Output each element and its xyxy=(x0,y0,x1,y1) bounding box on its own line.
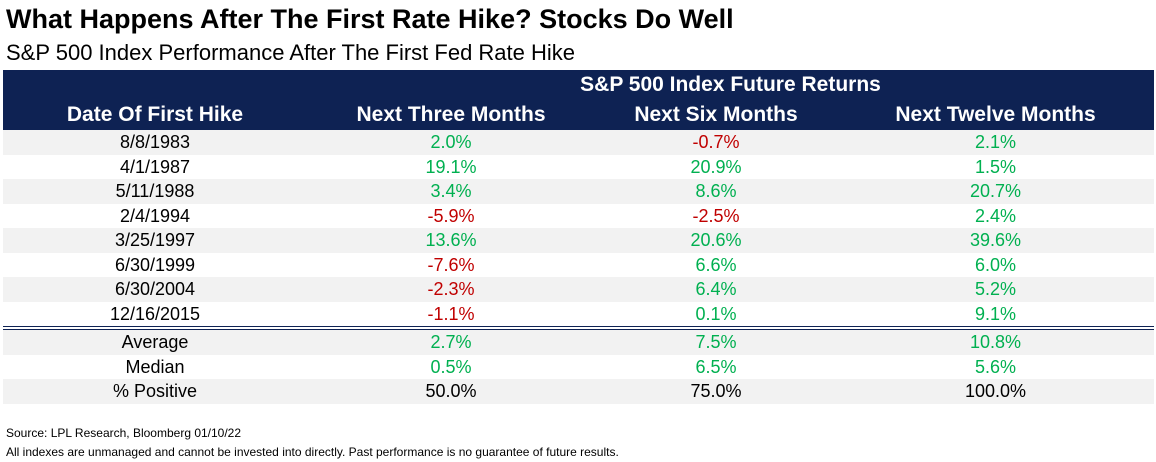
source-note: Source: LPL Research, Bloomberg 01/10/22 xyxy=(6,426,242,440)
cell-three-months: 50.0% xyxy=(425,381,477,401)
cell-six-months: 8.6% xyxy=(695,181,737,201)
table-row: 8/8/1983 2.0% -0.7% 2.1% xyxy=(3,130,1154,155)
data-rows: 8/8/1983 2.0% -0.7% 2.1% 4/1/1987 19.1% 20.9% 1… xyxy=(3,130,1154,326)
cell-twelve-months: 2.4% xyxy=(974,205,1017,226)
group-header: S&P 500 Index Future Returns xyxy=(580,73,881,96)
summary-row: Median 0.5% 6.5% 5.6% xyxy=(3,355,1154,380)
summary-row: % Positive 50.0% 75.0% 100.0% xyxy=(3,379,1154,404)
column-headers: Date Of First Hike Next Three Months Nex… xyxy=(3,103,1154,127)
cell-twelve-months: 5.2% xyxy=(974,279,1017,299)
cell-six-months: 7.5% xyxy=(695,332,737,352)
column-header-six-months: Next Six Months xyxy=(634,103,798,126)
column-header-date: Date Of First Hike xyxy=(66,103,244,126)
cell-three-months: -2.3% xyxy=(427,279,475,299)
cell-twelve-months: 1.5% xyxy=(974,156,1017,177)
cell-twelve-months: 20.7% xyxy=(969,181,1022,201)
summary-separator xyxy=(3,326,1154,330)
chart-title: What Happens After The First Rate Hike? … xyxy=(6,4,734,34)
table-row: 5/11/1988 3.4% 8.6% 20.7% xyxy=(3,179,1154,204)
cell-twelve-months: 6.0% xyxy=(974,254,1017,275)
cell-three-months: 19.1% xyxy=(425,156,477,177)
table-row: 3/25/1997 13.6% 20.6% 39.6% xyxy=(3,228,1154,253)
table-row: 6/30/2004 -2.3% 6.4% 5.2% xyxy=(3,277,1154,302)
row-label: Median xyxy=(125,356,185,377)
cell-three-months: 2.7% xyxy=(430,332,472,352)
cell-three-months: 2.0% xyxy=(430,132,472,152)
cell-three-months: 0.5% xyxy=(430,356,472,377)
cell-twelve-months: 10.8% xyxy=(969,332,1022,352)
table-row: 12/16/2015 -1.1% 0.1% 9.1% xyxy=(3,302,1154,327)
row-label: % Positive xyxy=(112,381,198,401)
summary-row: Average 2.7% 7.5% 10.8% xyxy=(3,330,1154,355)
cell-six-months: 75.0% xyxy=(690,381,742,401)
cell-six-months: 0.1% xyxy=(695,303,737,324)
row-label: 3/25/1997 xyxy=(114,230,196,250)
cell-six-months: -0.7% xyxy=(692,132,740,152)
row-label: 5/11/1988 xyxy=(115,181,195,201)
cell-twelve-months: 9.1% xyxy=(974,303,1017,324)
cell-three-months: 3.4% xyxy=(430,181,472,201)
row-label: 4/1/1987 xyxy=(119,156,191,177)
footnotes: Source: LPL Research, Bloomberg 01/10/22… xyxy=(6,424,619,462)
cell-twelve-months: 5.6% xyxy=(974,356,1017,377)
cell-twelve-months: 100.0% xyxy=(964,381,1027,401)
chart-subtitle: S&P 500 Index Performance After The Firs… xyxy=(6,40,576,65)
cell-six-months: -2.5% xyxy=(692,205,740,226)
cell-three-months: -1.1% xyxy=(427,303,475,324)
cell-six-months: 20.6% xyxy=(690,230,742,250)
column-header-three-months: Next Three Months xyxy=(356,103,546,126)
cell-three-months: -7.6% xyxy=(427,254,475,275)
disclaimer-note: All indexes are unmanaged and cannot be … xyxy=(6,445,619,459)
cell-six-months: 20.9% xyxy=(690,156,742,177)
row-label: 6/30/1999 xyxy=(114,254,196,275)
cell-twelve-months: 39.6% xyxy=(969,230,1022,250)
table-row: 6/30/1999 -7.6% 6.6% 6.0% xyxy=(3,253,1154,278)
row-label: 12/16/2015 xyxy=(109,303,201,324)
table-row: 2/4/1994 -5.9% -2.5% 2.4% xyxy=(3,204,1154,229)
table-row: 4/1/1987 19.1% 20.9% 1.5% xyxy=(3,155,1154,180)
cell-twelve-months: 2.1% xyxy=(974,132,1017,152)
row-label: 2/4/1994 xyxy=(119,205,191,226)
cell-six-months: 6.6% xyxy=(695,254,737,275)
row-label: Average xyxy=(121,332,189,352)
cell-three-months: 13.6% xyxy=(425,230,477,250)
cell-three-months: -5.9% xyxy=(427,205,475,226)
summary-rows: Average 2.7% 7.5% 10.8% Median 0.5% 6.5% 5.6%% … xyxy=(3,330,1154,404)
returns-table: S&P 500 Index Future Returns Date Of Fir… xyxy=(3,70,1154,404)
cell-six-months: 6.4% xyxy=(695,279,737,299)
row-label: 8/8/1983 xyxy=(119,132,191,152)
row-label: 6/30/2004 xyxy=(114,279,196,299)
table-header: S&P 500 Index Future Returns Date Of Fir… xyxy=(3,70,1154,130)
column-header-twelve-months: Next Twelve Months xyxy=(895,103,1096,126)
cell-six-months: 6.5% xyxy=(695,356,737,377)
